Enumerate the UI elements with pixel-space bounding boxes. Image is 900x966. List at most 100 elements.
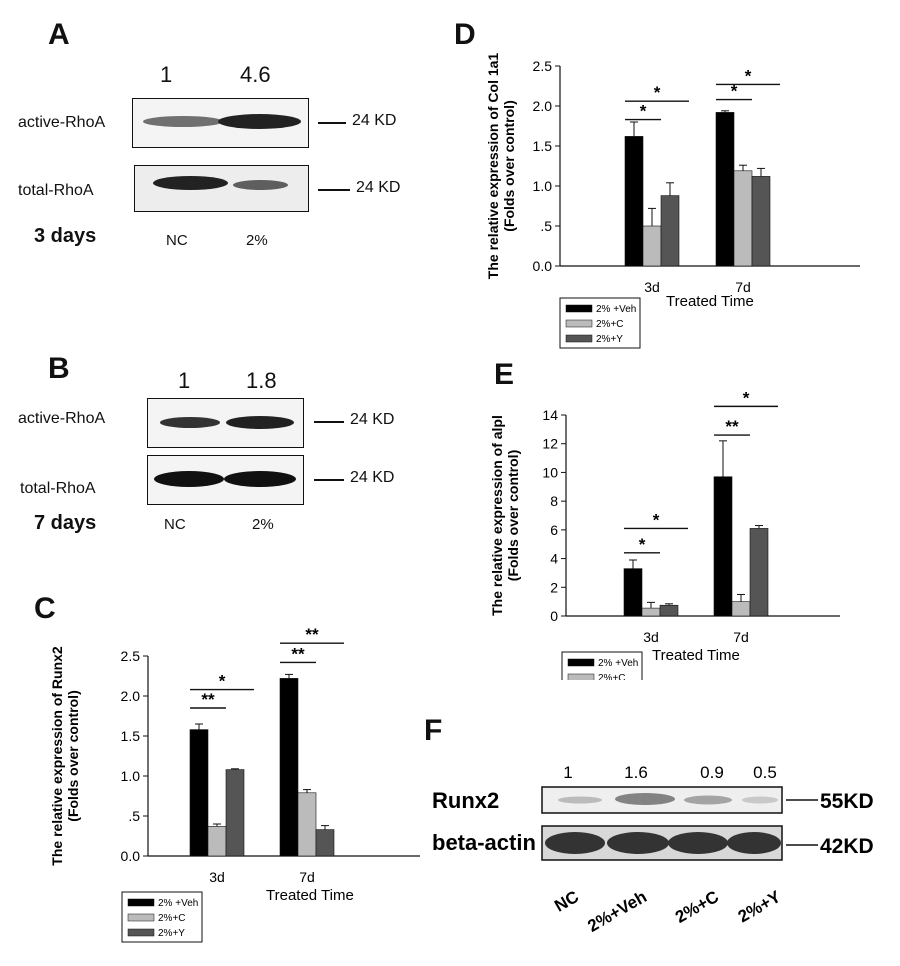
panel-f-value-nc: 1	[563, 763, 572, 782]
panel-b-row-total: total-RhoA	[20, 480, 96, 497]
e-legend-label: 2%+C	[598, 673, 626, 680]
d-x-tick-label: 3d	[644, 279, 660, 295]
e-legend-swatch	[567, 658, 595, 667]
panel-a-blot-active	[132, 98, 309, 148]
panel-f-row-actin: beta-actin	[432, 830, 536, 855]
d-bar	[660, 195, 680, 267]
panel-a-kd-marker-1	[318, 122, 346, 124]
panel-b-kd-total: 24 KD	[350, 469, 395, 486]
e-significance-mark: *	[653, 510, 660, 529]
e-y-tick-label: 8	[550, 493, 558, 509]
c-x-tick-label: 7d	[299, 869, 315, 885]
panel-b-kd-marker-1	[314, 421, 344, 423]
panel-f-letter: F	[424, 714, 443, 747]
c-bar	[315, 829, 335, 857]
e-bar	[641, 607, 661, 617]
e-y-tick-label: 2	[550, 579, 558, 595]
c-bar	[207, 826, 227, 857]
d-y-axis-title: The relative expression of Col 1a1	[485, 53, 501, 280]
panel-b-value-2pct: 1.8	[246, 368, 277, 393]
panel-f-kd-actin: 42KD	[820, 835, 874, 858]
d-significance-mark: *	[731, 82, 738, 101]
panel-b-lane-nc: NC	[164, 516, 186, 533]
e-y-tick-label: 12	[542, 436, 558, 452]
c-significance-mark: **	[291, 644, 305, 663]
panel-b-blot-total	[147, 455, 304, 505]
c-significance-mark: **	[201, 690, 215, 709]
d-significance-mark: *	[745, 66, 752, 85]
panel-a-kd-active: 24 KD	[352, 112, 397, 129]
panel-b-kd-active: 24 KD	[350, 411, 395, 428]
panel-a-kd-marker-2	[318, 189, 350, 191]
c-legend-label: 2% +Veh	[158, 898, 198, 909]
c-x-tick-label: 3d	[209, 869, 225, 885]
panel-a-lane-nc: NC	[166, 232, 188, 249]
chart-c-runx2: 0.0.51.01.52.02.53d 7d*******The relative…	[49, 625, 420, 943]
d-legend-swatch	[565, 319, 593, 328]
panel-f-lane-nc: NC	[551, 887, 582, 916]
d-legend-label: 2% +Veh	[596, 304, 636, 315]
d-legend-swatch	[565, 334, 593, 343]
panel-a-letter: A	[48, 18, 70, 51]
panel-b-blot-active	[147, 398, 304, 448]
c-y-tick-label: .5	[128, 808, 140, 824]
panel-c-letter: C	[34, 592, 56, 625]
d-y-tick-label: 1.0	[533, 178, 553, 194]
panel-f-lane-y: 2%+Y	[735, 887, 785, 927]
c-legend-label: 2%+Y	[158, 928, 185, 939]
d-x-tick-label: 7d	[735, 279, 751, 295]
d-bar	[751, 176, 771, 267]
e-y-tick-label: 10	[542, 464, 558, 480]
d-legend-swatch	[565, 304, 593, 313]
e-bar	[659, 604, 679, 617]
d-significance-mark: *	[654, 83, 661, 102]
panel-a-row-total: total-RhoA	[18, 182, 94, 199]
c-y-axis-title: The relative expression of Runx2	[49, 646, 65, 866]
d-bar	[733, 170, 753, 267]
d-legend-label: 2%+C	[596, 319, 624, 330]
chart-d-col1a1: 0.0 .5 1.0 1.5 2.0 2.5 3d 7d * * * * The relative ex…	[485, 53, 860, 349]
panel-a-duration: 3 days	[34, 225, 97, 247]
c-bar	[279, 678, 299, 857]
e-y-tick-label: 14	[542, 407, 558, 423]
panel-f-lane-veh: 2%+Veh	[584, 887, 650, 936]
c-y-tick-label: 0.0	[121, 848, 141, 864]
c-y-tick-label: 1.5	[121, 728, 141, 744]
panel-a-kd-total: 24 KD	[356, 179, 401, 196]
panel-b-duration: 7 days	[34, 512, 97, 534]
e-y-tick-label: 6	[550, 522, 558, 538]
panel-d-letter: D	[454, 18, 476, 51]
panel-f-value-y: 0.5	[753, 763, 777, 782]
c-y-tick-label: 2.0	[121, 688, 141, 704]
e-x-tick-label: 7d	[733, 629, 749, 645]
c-legend-swatch	[127, 928, 155, 937]
panel-e-letter: E	[494, 358, 515, 391]
e-y-tick-label: 0	[550, 608, 558, 624]
d-y-tick-label: 0.0	[533, 258, 553, 274]
panel-a-value-2pct: 4.6	[240, 62, 271, 87]
c-legend-swatch	[127, 913, 155, 922]
c-bar	[225, 769, 245, 857]
e-y-axis-subtitle: (Folds over control)	[505, 450, 521, 581]
panel-a-blot-total	[134, 165, 309, 212]
c-bar	[297, 792, 317, 857]
c-significance-mark: **	[305, 625, 319, 644]
c-x-axis-title: Treated Time	[266, 887, 354, 904]
e-y-axis-title: The relative expression of alpl	[489, 415, 505, 616]
d-y-tick-label: 2.5	[533, 58, 553, 74]
d-significance-mark: *	[640, 102, 647, 121]
c-y-tick-label: 2.5	[121, 648, 141, 664]
d-y-tick-label: .5	[540, 218, 552, 234]
e-legend-label: 2% +Veh	[598, 658, 638, 669]
panel-f-value-c: 0.9	[700, 763, 724, 782]
panel-b-letter: B	[48, 352, 70, 385]
panel-f-kd-runx2: 55KD	[820, 790, 874, 813]
e-y-tick-label: 4	[550, 551, 558, 567]
panel-f-value-veh: 1.6	[624, 763, 648, 782]
c-legend-label: 2%+C	[158, 913, 186, 924]
panel-a-row-active: active-RhoA	[18, 114, 106, 131]
d-bar	[642, 225, 662, 267]
panel-b-row-active: active-RhoA	[18, 410, 106, 427]
e-significance-mark: *	[639, 535, 646, 554]
